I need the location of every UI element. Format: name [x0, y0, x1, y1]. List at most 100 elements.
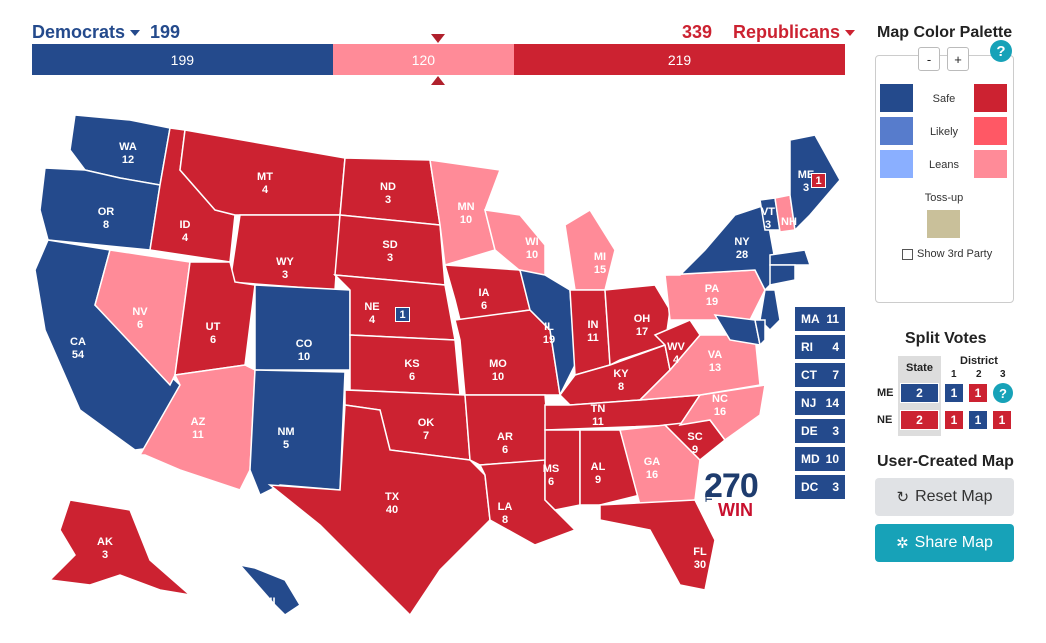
small-state-de[interactable]: DE 3 [795, 419, 845, 443]
split-me-district-1[interactable]: 1 [944, 383, 964, 403]
small-state-dc[interactable]: DC 3 [795, 475, 845, 499]
state-label-nm: NM [277, 426, 294, 438]
refresh-icon: ↻ [896, 489, 910, 506]
small-state-abbr: NJ [801, 396, 817, 410]
logo-number: 270 [704, 467, 759, 505]
state-label-id: ID [180, 219, 191, 231]
swatch-leans-rep[interactable] [974, 150, 1007, 178]
small-state-ri[interactable]: RI 4 [795, 335, 845, 359]
split-votes-title: Split Votes [905, 330, 987, 347]
small-state-ev: 4 [832, 340, 839, 354]
state-label-mi: MI [594, 251, 606, 263]
state-label-ne: NE [364, 301, 379, 313]
state-label-al: AL [591, 461, 606, 473]
swatch-leans-dem[interactable] [880, 150, 913, 178]
swatch-safe-dem[interactable] [880, 84, 913, 112]
small-state-abbr: DC [801, 480, 819, 494]
small-state-ev: 14 [825, 396, 839, 410]
show-3rd-party-toggle[interactable]: Show 3rd Party [902, 248, 992, 260]
democrats-dropdown[interactable]: Democrats [32, 22, 141, 43]
checkbox-icon[interactable] [902, 248, 913, 260]
me-district-badge[interactable]: 1 [811, 173, 826, 188]
state-label-tn: TN [591, 403, 606, 415]
split-ne-district-2[interactable]: 1 [968, 410, 988, 430]
zoom-out-button[interactable]: - [918, 47, 940, 71]
split-ne-state[interactable]: 2 [900, 410, 939, 430]
split-votes-help-icon[interactable]: ? [993, 383, 1013, 403]
state-nv[interactable] [94, 249, 191, 387]
zoom-in-button[interactable]: + [947, 47, 969, 71]
split-me-district-2[interactable]: 1 [968, 383, 988, 403]
state-ev-ut: 6 [210, 334, 216, 346]
state-ct[interactable] [769, 264, 796, 286]
state-label-ga: GA [644, 456, 661, 468]
label-leans: Leans [929, 159, 959, 171]
state-hi[interactable] [237, 563, 302, 616]
state-de[interactable] [754, 319, 766, 347]
state-tx[interactable] [267, 404, 491, 617]
state-ev-ak: 3 [102, 549, 108, 561]
state-ma[interactable] [769, 249, 812, 266]
swatch-likely-dem[interactable] [880, 117, 913, 145]
state-label-ky: KY [613, 368, 629, 380]
state-ev-fl: 30 [694, 559, 706, 571]
state-label-vt: VT [761, 206, 775, 218]
label-tossup: Toss-up [924, 192, 964, 204]
share-icon: ✲ [896, 535, 909, 552]
palette-help-icon[interactable]: ? [990, 40, 1012, 62]
republicans-dropdown[interactable]: Republicans [733, 22, 856, 43]
state-ev-ny: 28 [736, 249, 748, 261]
state-il[interactable] [518, 269, 576, 398]
state-label-oh: OH [634, 313, 651, 325]
swatch-likely-rep[interactable] [974, 117, 1007, 145]
state-ev-az: 11 [192, 429, 204, 441]
state-label-wa: WA [119, 141, 137, 153]
state-az[interactable] [138, 364, 256, 491]
state-fl[interactable] [599, 499, 716, 591]
small-state-ct[interactable]: CT 7 [795, 363, 845, 387]
state-label-az: AZ [191, 416, 206, 428]
state-ev-il: 19 [543, 334, 555, 346]
state-label-hi: HI [265, 596, 276, 608]
logo-to: TO [704, 489, 714, 502]
state-ev-mn: 10 [460, 214, 472, 226]
state-ev-pa: 19 [706, 296, 718, 308]
state-pa[interactable] [664, 269, 766, 321]
swatch-tossup[interactable] [927, 210, 960, 238]
split-ne-district-1[interactable]: 1 [944, 410, 964, 430]
state-ev-sc: 9 [692, 444, 698, 456]
chevron-down-icon [845, 30, 856, 37]
state-label-il: IL [544, 321, 554, 333]
share-map-button[interactable]: ✲ Share Map [875, 524, 1014, 562]
palette-title: Map Color Palette [877, 24, 1013, 41]
state-wv[interactable] [653, 319, 701, 372]
state-ms[interactable] [544, 429, 581, 511]
state-ev-sd: 3 [387, 252, 393, 264]
split-me-state[interactable]: 2 [900, 383, 939, 403]
electoral-vote-bar: 199 120 219 [32, 44, 845, 75]
state-ev-nv: 6 [137, 319, 143, 331]
state-ak[interactable] [48, 499, 193, 597]
split-ne-district-3[interactable]: 1 [992, 410, 1012, 430]
state-label-me: ME [798, 169, 815, 181]
reset-map-button[interactable]: ↻ Reset Map [875, 478, 1014, 516]
small-state-md[interactable]: MD 10 [795, 447, 845, 471]
state-ev-ms: 6 [548, 476, 554, 488]
district-number-1: 1 [951, 369, 957, 380]
state-ev-wy: 3 [282, 269, 288, 281]
state-label-wi: WI [525, 236, 538, 248]
small-state-nj[interactable]: NJ 14 [795, 391, 845, 415]
state-nm[interactable] [249, 369, 346, 497]
state-label-ny: NY [734, 236, 750, 248]
270-marker-bottom-icon [431, 76, 445, 85]
state-mi[interactable] [564, 208, 616, 291]
ne-district-badge[interactable]: 1 [395, 307, 410, 322]
state-label-mo: MO [489, 358, 507, 370]
small-state-ma[interactable]: MA 11 [795, 307, 845, 331]
state-ev-in: 11 [587, 332, 599, 344]
swatch-safe-rep[interactable] [974, 84, 1007, 112]
state-ga[interactable] [619, 424, 701, 506]
state-label-sc: SC [687, 431, 702, 443]
state-label-wv: WV [667, 341, 685, 353]
state-ev-vt: 3 [765, 219, 771, 231]
